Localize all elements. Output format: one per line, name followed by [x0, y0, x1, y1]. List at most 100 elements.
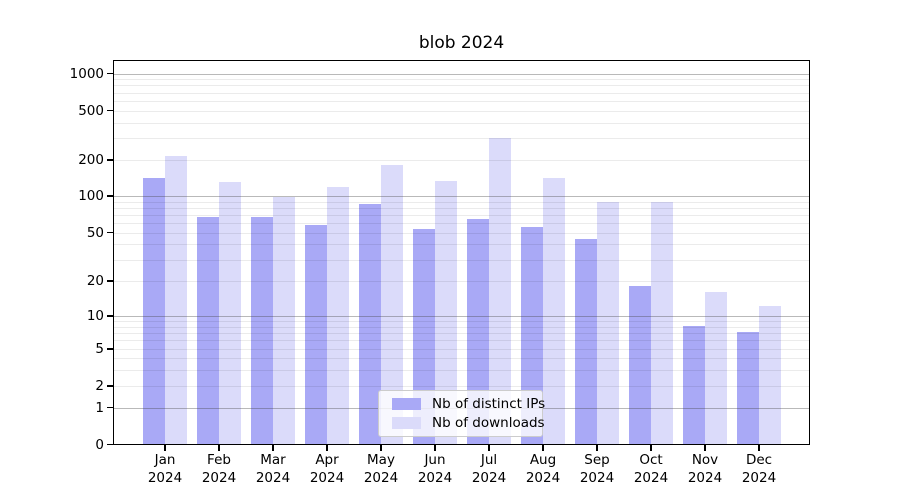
y-tick-label-0: 0 — [95, 436, 104, 453]
bar-mar-downloads — [273, 197, 295, 444]
y-tick-500 — [107, 109, 113, 112]
bar-oct-downloads — [651, 202, 673, 444]
bar-mar-distinct-ips — [251, 217, 273, 444]
gridline-2 — [114, 386, 809, 387]
x-tick-nov — [704, 445, 706, 451]
bar-aug-downloads — [543, 178, 565, 444]
y-tick-200 — [107, 159, 113, 161]
gridline-30 — [114, 259, 809, 261]
x-tick-mar — [272, 445, 274, 451]
bar-dec-downloads — [759, 306, 781, 444]
x-tick-label-nov: Nov 2024 — [687, 452, 723, 486]
gridline-60 — [114, 222, 809, 224]
y-tick-20 — [107, 280, 113, 282]
legend-label-distinct-ips: Nb of distinct IPs — [432, 396, 546, 412]
chart-title: blob 2024 — [418, 33, 505, 53]
y-tick-label-5: 5 — [95, 341, 104, 357]
x-tick-dec — [758, 445, 760, 451]
y-tick-label-20: 20 — [86, 273, 104, 289]
bar-jul-downloads — [489, 137, 511, 444]
y-tick-100 — [107, 195, 113, 197]
y-tick-label-10: 10 — [86, 308, 104, 324]
legend: Nb of distinct IPs Nb of downloads — [378, 390, 546, 437]
bar-nov-downloads — [705, 291, 727, 444]
bar-nov-distinct-ips — [683, 326, 705, 444]
y-tick-1000 — [107, 72, 113, 75]
gridline-5 — [114, 349, 809, 350]
legend-item-downloads: Nb of downloads — [387, 415, 545, 431]
y-tick-label-2: 2 — [95, 378, 104, 394]
legend-swatch-downloads-icon — [392, 417, 421, 429]
gridline-80 — [114, 207, 809, 209]
gridline-1000 — [114, 73, 809, 75]
gridline-90 — [114, 201, 809, 203]
x-tick-may — [380, 445, 382, 451]
x-tick-jan — [164, 445, 166, 451]
x-tick-label-aug: Aug 2024 — [525, 452, 561, 486]
y-tick-label-1000: 1000 — [69, 65, 104, 82]
y-tick-10 — [107, 315, 113, 317]
bar-jan-distinct-ips — [143, 178, 165, 444]
bar-aug-distinct-ips — [521, 226, 543, 444]
y-tick-label-200: 200 — [78, 152, 104, 168]
gridline-20 — [114, 281, 809, 282]
x-tick-aug — [542, 445, 544, 451]
gridline-3 — [114, 369, 809, 371]
x-tick-label-feb: Feb 2024 — [201, 452, 237, 486]
x-tick-oct — [650, 445, 652, 451]
y-tick-label-50: 50 — [86, 224, 104, 241]
gridline-7 — [114, 332, 809, 334]
bar-jun-downloads — [435, 180, 457, 444]
y-tick-label-100: 100 — [78, 188, 104, 204]
plot-area — [113, 60, 810, 445]
bar-jul-distinct-ips — [467, 219, 489, 444]
x-tick-sep — [596, 445, 598, 451]
y-tick-50 — [107, 231, 113, 234]
gridline-900 — [114, 79, 809, 81]
gridline-300 — [114, 138, 809, 140]
bar-may-downloads — [381, 164, 403, 444]
x-tick-apr — [326, 445, 328, 451]
x-tick-label-sep: Sep 2024 — [579, 452, 615, 486]
y-tick-label-1: 1 — [95, 399, 104, 416]
x-tick-label-jan: Jan 2024 — [147, 452, 183, 486]
x-tick-label-may: May 2024 — [363, 452, 399, 486]
x-tick-label-jul: Jul 2024 — [471, 452, 507, 486]
gridline-100 — [114, 196, 809, 197]
bar-apr-distinct-ips — [305, 225, 327, 444]
x-tick-jun — [434, 445, 436, 451]
bar-sep-downloads — [597, 202, 619, 444]
gridline-40 — [114, 244, 809, 246]
legend-swatch-distinct-ips-icon — [392, 398, 421, 410]
y-tick-5 — [107, 348, 113, 350]
gridline-600 — [114, 100, 809, 102]
gridline-9 — [114, 321, 809, 323]
x-tick-label-dec: Dec 2024 — [741, 452, 777, 486]
x-tick-feb — [218, 445, 220, 451]
bar-oct-distinct-ips — [629, 285, 651, 444]
x-tick-label-apr: Apr 2024 — [309, 452, 345, 486]
x-tick-label-mar: Mar 2024 — [255, 452, 291, 486]
gridline-700 — [114, 92, 809, 94]
y-tick-2 — [107, 385, 113, 387]
bar-jan-downloads — [165, 155, 187, 444]
y-tick-0 — [107, 443, 113, 446]
gridline-4 — [114, 358, 809, 359]
legend-label-downloads: Nb of downloads — [432, 415, 545, 431]
x-tick-label-jun: Jun 2024 — [417, 452, 453, 486]
y-tick-1 — [107, 406, 113, 409]
x-tick-label-oct: Oct 2024 — [633, 452, 669, 486]
gridline-500 — [114, 110, 809, 112]
gridline-400 — [114, 122, 809, 124]
gridline-800 — [114, 85, 809, 87]
gridline-70 — [114, 214, 809, 216]
gridline-200 — [114, 160, 809, 161]
gridline-10 — [114, 316, 809, 317]
bar-feb-downloads — [219, 181, 241, 444]
bar-may-distinct-ips — [359, 204, 381, 444]
gridline-8 — [114, 326, 809, 328]
bar-dec-distinct-ips — [737, 332, 759, 444]
gridline-50 — [114, 232, 809, 234]
bar-apr-downloads — [327, 187, 349, 444]
